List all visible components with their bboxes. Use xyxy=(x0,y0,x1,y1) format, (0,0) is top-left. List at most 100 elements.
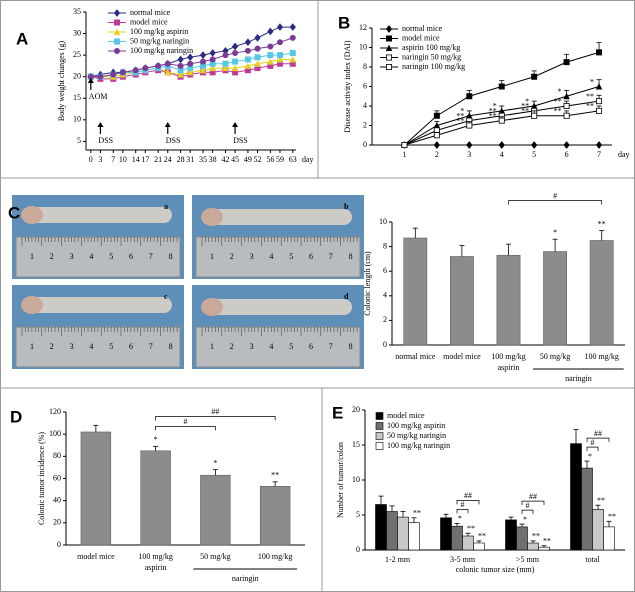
marker xyxy=(244,56,251,63)
x-tick-label: 3-5 mm xyxy=(450,555,476,564)
marker xyxy=(199,51,207,59)
x-tick-label: 3 xyxy=(98,155,102,164)
significance: * xyxy=(460,107,464,116)
x-tick-label: 0 xyxy=(89,155,93,164)
x-tick-label: 28 xyxy=(177,155,185,164)
ruler-number: 8 xyxy=(169,342,173,351)
marker xyxy=(289,34,296,41)
marker xyxy=(232,49,239,56)
x-tick-label: 100 mg/kg xyxy=(491,352,525,361)
y-axis-label: Colonic length (cm) xyxy=(363,251,372,316)
x-tick-label: total xyxy=(585,555,600,564)
marker xyxy=(596,49,603,56)
x-tick-label: normal mice xyxy=(395,352,436,361)
marker xyxy=(531,73,538,80)
bracket-label: # xyxy=(553,191,557,200)
marker xyxy=(276,55,284,63)
ruler-number: 8 xyxy=(349,252,353,261)
marker xyxy=(267,43,274,50)
colon xyxy=(202,299,352,315)
marker xyxy=(385,35,392,42)
bracket xyxy=(521,509,534,515)
x-tick-label: 17 xyxy=(141,155,149,164)
ruler-number: 7 xyxy=(149,342,153,351)
ruler-number: 6 xyxy=(309,342,313,351)
x-tick-label: 42 xyxy=(221,155,229,164)
y-axis-label: Colonic tumor incidence (%) xyxy=(37,432,46,525)
marker xyxy=(254,34,261,42)
y-tick-label: 6 xyxy=(383,266,387,275)
group-label: naringin xyxy=(565,374,592,383)
x-tick-label: 56 xyxy=(266,155,274,164)
y-tick-label: 4 xyxy=(363,101,367,110)
marker xyxy=(177,55,184,64)
y-tick-label: 15 xyxy=(352,440,360,449)
marker xyxy=(385,44,393,51)
marker xyxy=(563,59,570,66)
significance: * xyxy=(588,452,592,461)
photo-label: c xyxy=(164,292,168,301)
ruler-number: 1 xyxy=(210,342,214,351)
marker xyxy=(385,54,392,61)
marker xyxy=(267,58,274,65)
y-axis-label: Disease activity index (DAI) xyxy=(343,40,352,133)
legend-label: normal mice xyxy=(402,24,443,33)
y-tick-label: 40 xyxy=(53,495,61,504)
colon-end xyxy=(21,296,43,314)
marker xyxy=(222,64,229,72)
marker xyxy=(187,53,194,62)
marker xyxy=(433,141,440,149)
x-tick-label: 31 xyxy=(186,155,194,164)
legend-label: naringin 50 mg/kg xyxy=(402,52,461,61)
panel-label: E xyxy=(332,403,343,422)
marker xyxy=(231,64,239,72)
bar xyxy=(603,526,615,551)
marker xyxy=(276,23,284,31)
marker xyxy=(110,71,117,78)
marker xyxy=(563,112,570,119)
significance: ** xyxy=(554,107,562,116)
panel-label: C xyxy=(8,203,20,222)
marker xyxy=(244,47,251,54)
ruler-number: 5 xyxy=(109,252,113,261)
marker xyxy=(498,141,505,149)
marker xyxy=(199,66,207,74)
colon xyxy=(22,297,172,313)
x-tick-label: 45 xyxy=(231,155,239,164)
bar xyxy=(581,467,593,551)
marker xyxy=(244,38,252,47)
bar xyxy=(592,509,604,551)
colon-end xyxy=(21,206,43,224)
ruler-number: 4 xyxy=(269,252,273,261)
ruler-number: 5 xyxy=(289,252,293,261)
x-tick-label: model mice xyxy=(443,352,481,361)
bar xyxy=(589,240,614,346)
annotation: AOM xyxy=(89,92,108,101)
bracket-label: # xyxy=(591,438,595,447)
x-tick-label: 50 mg/kg xyxy=(540,352,570,361)
marker xyxy=(254,54,261,61)
bar xyxy=(538,546,550,551)
bracket xyxy=(155,426,216,431)
marker xyxy=(289,23,296,31)
y-tick-label: 120 xyxy=(49,407,61,416)
x-tick-label: >5 mm xyxy=(516,555,540,564)
marker xyxy=(187,60,194,67)
ruler-number: 8 xyxy=(169,252,173,261)
marker xyxy=(498,83,505,90)
marker xyxy=(209,56,216,63)
ruler-number: 3 xyxy=(70,342,74,351)
significance: ** xyxy=(597,496,605,505)
x-tick-label: 1-2 mm xyxy=(385,555,411,564)
significance: * xyxy=(525,97,529,106)
legend-label: 100 mg/kg aspirin xyxy=(130,27,188,36)
marker xyxy=(186,68,194,76)
y-tick-label: 80 xyxy=(53,451,61,460)
photo-label: a xyxy=(164,202,168,211)
marker xyxy=(289,49,296,56)
y-axis-label: Number of tumor/colon xyxy=(336,442,345,518)
x-tick-label: 3 xyxy=(467,150,471,159)
bracket xyxy=(521,500,545,506)
marker xyxy=(401,141,408,148)
x-tick-label: 6 xyxy=(565,150,569,159)
